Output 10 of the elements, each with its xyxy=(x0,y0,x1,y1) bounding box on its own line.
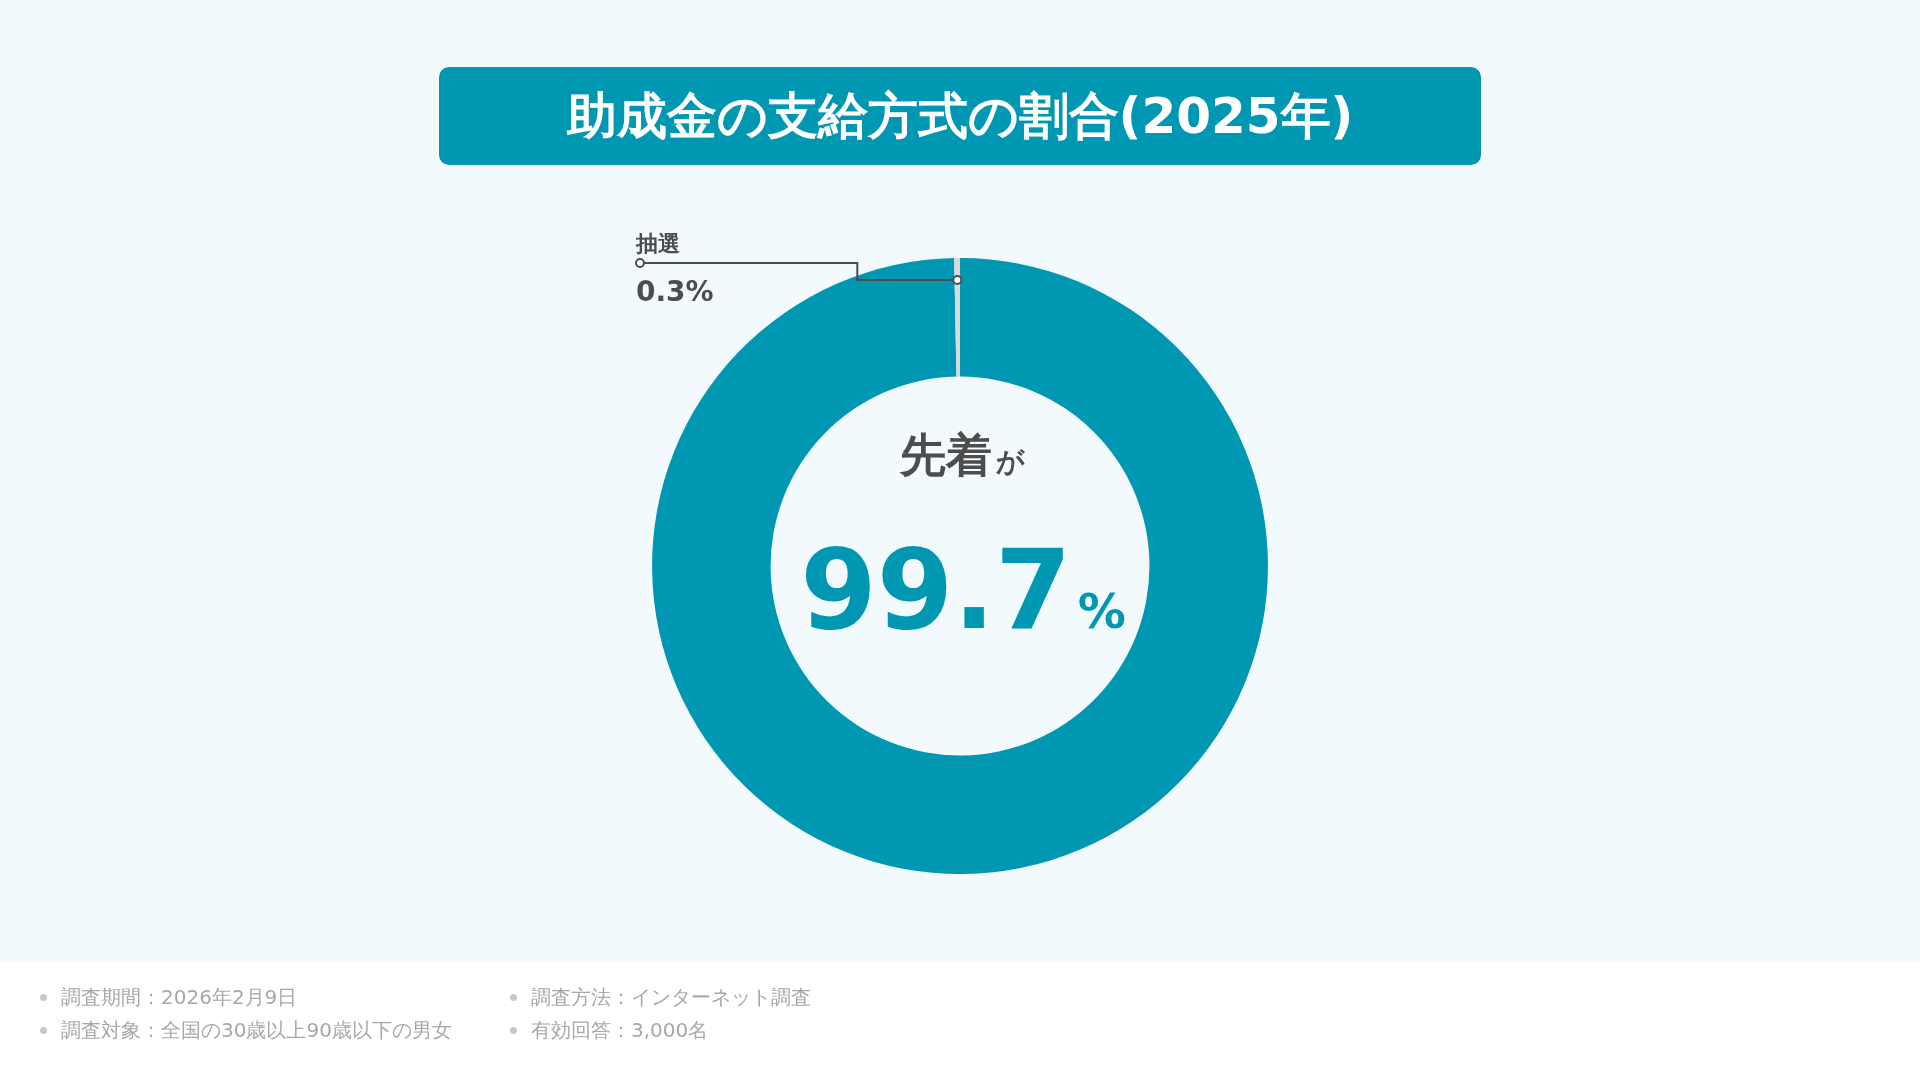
data-label: 99.7% xyxy=(800,526,1126,654)
chart-title: 助成金の支給方式の割合(2025年) xyxy=(439,67,1481,165)
text: 調査方法：インターネット調査 xyxy=(531,984,811,1011)
slice-label: 抽選 xyxy=(635,231,680,256)
text: が xyxy=(995,445,1026,478)
slice-label: 先着 xyxy=(898,428,992,482)
text: 有効回答：3,000名 xyxy=(531,1017,709,1044)
text: 調査対象：全国の30歳以上90歳以下の男女 xyxy=(61,1017,452,1044)
text: 調査期間：2026年2月9日 xyxy=(61,984,298,1011)
data-label: 0.3% xyxy=(636,275,714,308)
